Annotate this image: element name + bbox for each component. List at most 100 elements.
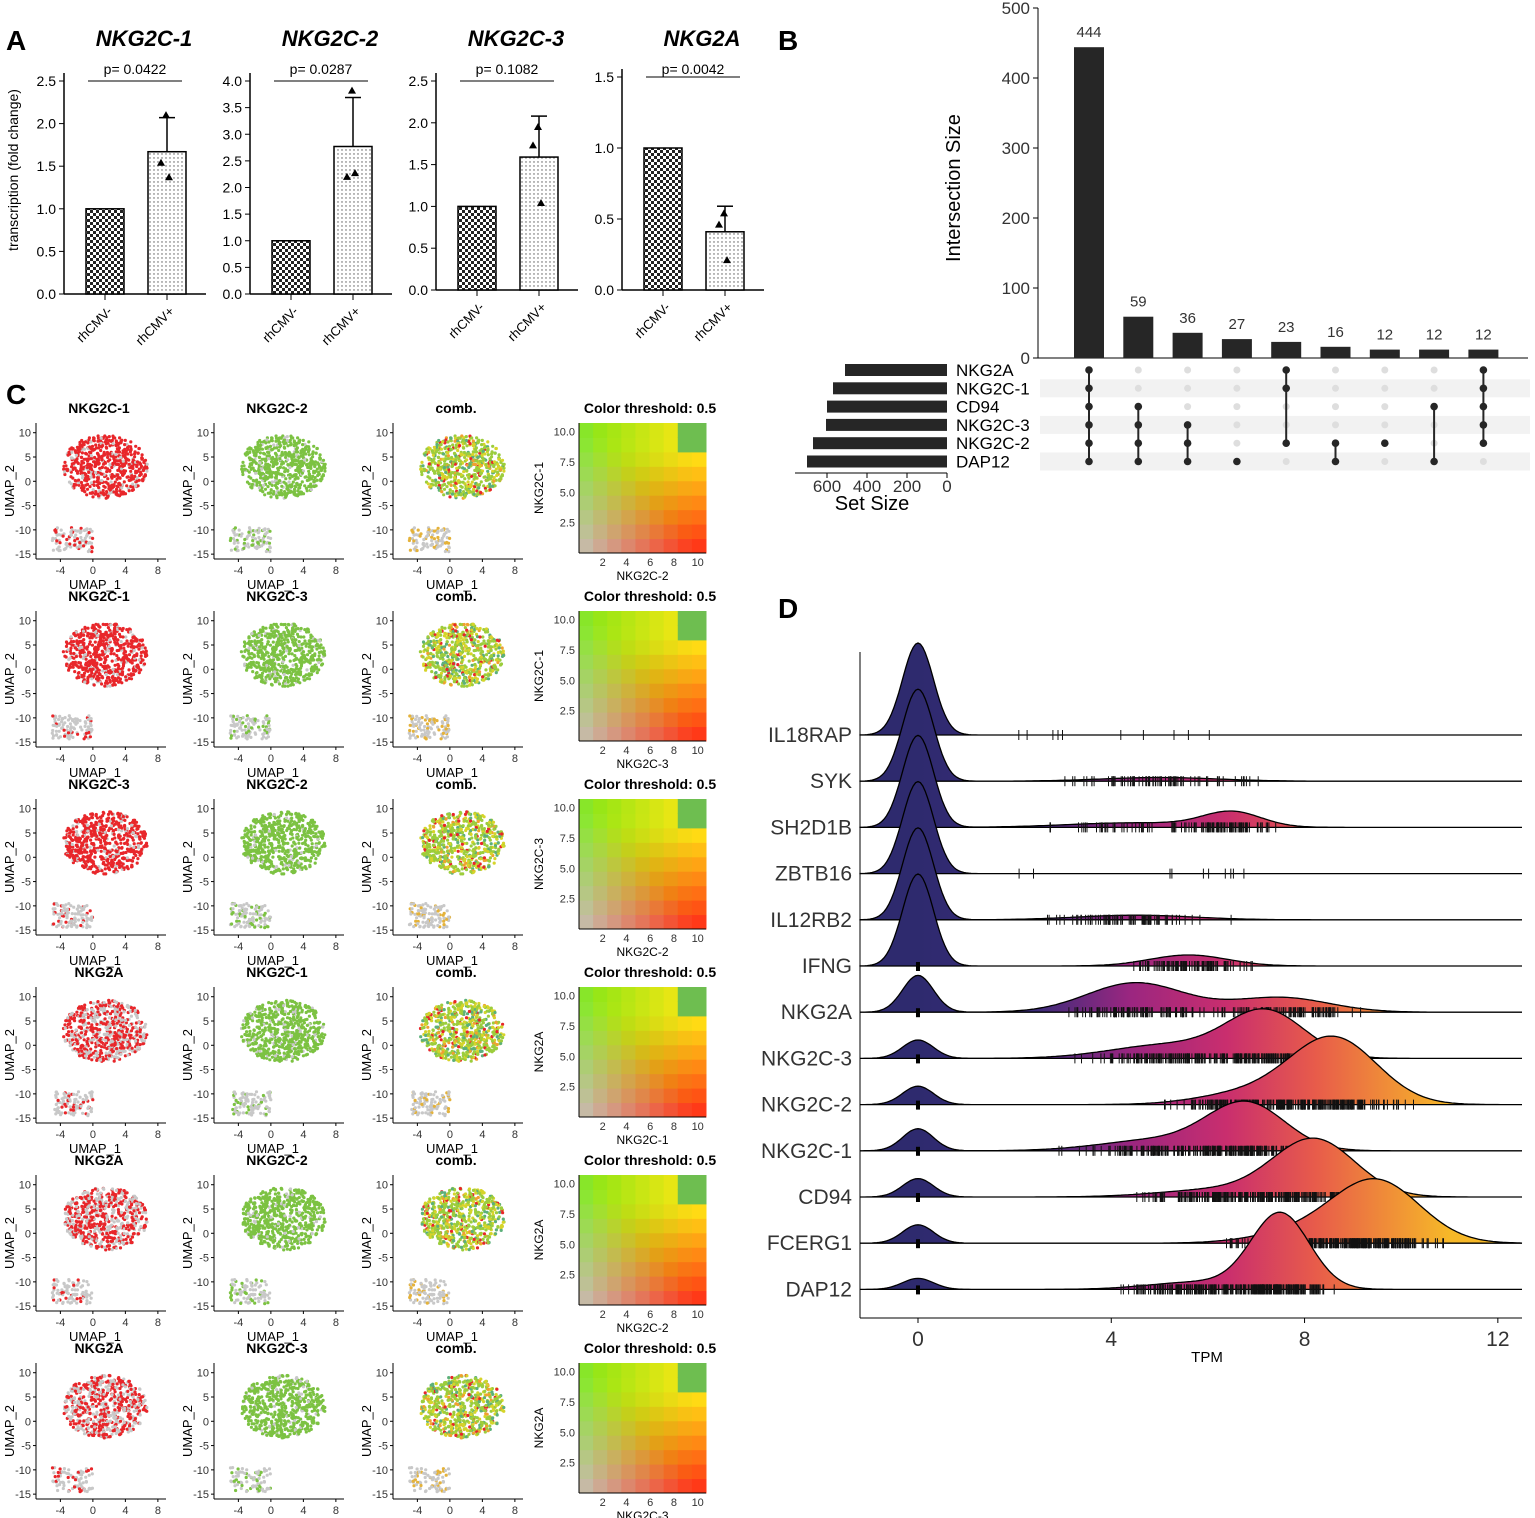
c-cell-dot (472, 649, 476, 653)
c-cell-dot (80, 438, 84, 443)
c-cell-dot (106, 467, 110, 471)
c-x-tick-label: 8 (512, 565, 518, 577)
c-cell-dot (77, 481, 81, 485)
c-cell-dot (264, 675, 268, 679)
c-cell-dot (99, 436, 103, 440)
c-cell-dot (473, 473, 477, 477)
c-legend-cell (579, 625, 594, 641)
c-legend-x-label: NKG2C-3 (616, 757, 668, 771)
c-cell-dot (414, 736, 418, 740)
b-set-label: NKG2C-1 (956, 379, 1030, 398)
c-cell-dot (77, 918, 81, 922)
c-cell-dot (496, 650, 500, 655)
c-cell-dot (408, 723, 412, 727)
c-x-tick-label: 0 (268, 753, 274, 765)
a-data-point (157, 158, 165, 166)
c-cell-dot (288, 465, 292, 470)
c-cell-dot (303, 446, 308, 450)
c-cell-dot (265, 642, 270, 646)
c-cell-dot (236, 548, 240, 553)
c-cell-dot (72, 484, 76, 488)
c-cell-dot (484, 489, 488, 493)
c-cell-dot (99, 448, 103, 453)
c-cell-dot (473, 450, 477, 454)
c-cell-dot (459, 636, 463, 640)
c-legend-x-tick-label: 10 (692, 745, 704, 757)
c-cell-dot (114, 490, 119, 494)
c-legend-cell (635, 437, 651, 453)
b-set-tick-label: 0 (942, 477, 951, 496)
c-legend-cell (593, 611, 608, 626)
c-cell-dot (294, 473, 298, 477)
c-cell-dot (467, 476, 471, 480)
c-cell-dot (287, 480, 291, 484)
c-cell-dot (57, 729, 61, 733)
c-cell-dot (470, 628, 474, 632)
c-cell-dot (452, 670, 456, 674)
c-cell-dot (291, 676, 295, 681)
c-cell-dot (127, 489, 131, 493)
c-legend-cell (621, 726, 636, 742)
c-legend-cell (691, 437, 707, 453)
c-cell-dot (429, 631, 433, 636)
c-cell-dot (123, 438, 127, 442)
c-y-tick-label: 10 (19, 428, 31, 440)
c-legend-cell (607, 683, 622, 699)
c-legend-cell (663, 423, 679, 438)
c-cell-dot (118, 489, 122, 493)
b-empty-dot (1381, 421, 1389, 429)
c-cell-dot (458, 639, 462, 643)
c-cell-dot (305, 478, 310, 483)
b-set-label: CD94 (956, 398, 999, 417)
c-cell-dot (249, 663, 253, 667)
c-cell-dot (87, 642, 92, 646)
c-cell-dot (419, 728, 423, 732)
c-legend-cell (579, 683, 594, 699)
c-cell-dot (89, 457, 93, 461)
c-cell-dot (441, 652, 445, 657)
c-cell-dot (307, 453, 311, 457)
c-cell-dot (126, 644, 130, 648)
c-cell-dot (496, 470, 500, 474)
a-y-tick-label: 1.0 (37, 201, 57, 217)
c-y-axis-label: UMAP_2 (2, 465, 17, 517)
c-y-tick-label: -10 (372, 713, 388, 725)
c-cell-dot (257, 486, 261, 490)
c-cell-dot (99, 657, 103, 661)
c-cell-dot (133, 450, 137, 454)
c-cell-dot (74, 479, 78, 483)
a-x-tick-label: rhCMV+ (319, 304, 364, 349)
c-cell-dot (95, 483, 99, 488)
c-cell-dot (77, 450, 81, 454)
c-cell-dot (129, 649, 133, 653)
c-cell-dot (107, 649, 111, 653)
b-set-size-bar (827, 400, 947, 413)
c-cell-dot (441, 657, 445, 661)
c-legend-cell (607, 611, 622, 626)
c-cell-dot (287, 623, 291, 627)
c-cell-dot (285, 649, 289, 653)
c-x-tick-label: 8 (155, 753, 161, 765)
c-cell-dot (448, 633, 452, 637)
c-cell-dot (255, 675, 259, 680)
c-cell-dot (477, 486, 481, 490)
c-cell-dot (436, 535, 440, 540)
c-legend-cell (635, 509, 651, 525)
c-cell-dot (452, 451, 457, 455)
c-cell-dot (278, 682, 282, 686)
c-cell-dot (265, 470, 269, 474)
c-cell-dot (486, 440, 490, 444)
c-cell-dot (279, 488, 283, 493)
c-cell-dot (309, 488, 313, 492)
c-cell-dot (486, 673, 490, 678)
c-cell-dot (480, 443, 484, 447)
c-cell-dot (451, 461, 455, 465)
c-cell-dot (311, 450, 315, 454)
c-cell-dot (260, 737, 264, 741)
c-cell-dot (291, 436, 295, 440)
c-cell-dot (252, 453, 256, 457)
c-cell-dot (247, 665, 251, 669)
c-cell-dot (444, 531, 448, 535)
c-cell-dot (459, 492, 463, 496)
c-cell-dot (239, 534, 243, 538)
